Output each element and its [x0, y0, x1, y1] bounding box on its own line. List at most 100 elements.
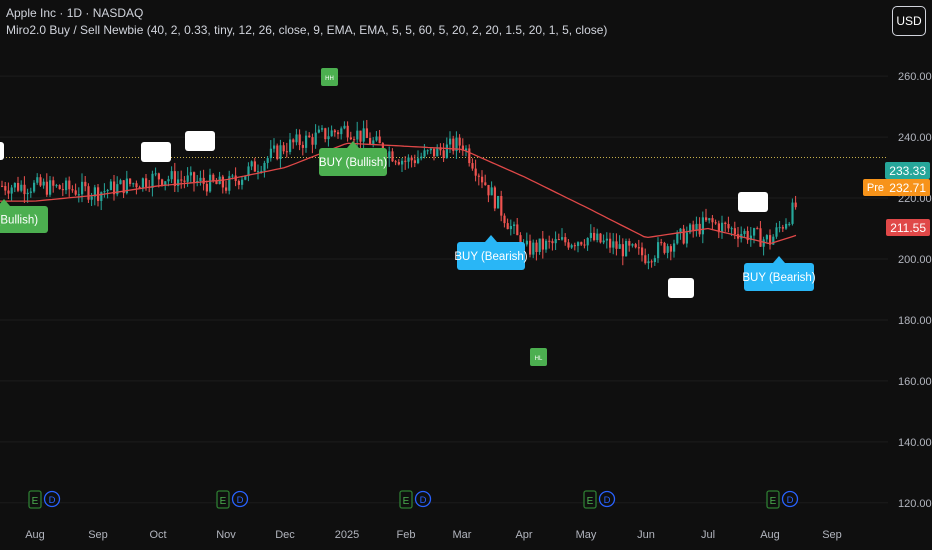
candle-body: [292, 139, 295, 143]
candle-body: [759, 228, 762, 247]
candle-body: [516, 224, 519, 236]
candle-body: [61, 189, 64, 191]
candle-body: [778, 227, 781, 229]
candle-body: [567, 242, 570, 248]
candle-body: [49, 180, 52, 195]
candle-body: [721, 222, 724, 233]
candle-body: [295, 134, 298, 143]
candle-body: [250, 161, 253, 167]
candle-body: [330, 130, 333, 137]
callout-box: [185, 131, 215, 151]
earnings-marker: [28, 490, 42, 509]
candle-body: [644, 255, 647, 264]
candle-body: [733, 228, 736, 235]
candle-body: [237, 180, 240, 185]
candle-body: [193, 172, 196, 183]
candle-body: [631, 244, 634, 246]
x-axis-ticks: Aug Sep Oct Nov Dec 2025 Feb Mar Apr May Jun Jul Aug…: [25, 529, 842, 541]
candle-body: [113, 181, 116, 195]
earnings-marker: [583, 490, 597, 509]
x-tick-label: Aug: [25, 529, 45, 541]
signal-labels: BUY (Bullish) BUY (Bullish) BUY (Bearish) B…: [0, 68, 816, 366]
candle-body: [442, 150, 445, 159]
candle-body: [324, 128, 327, 140]
candle-body: [129, 178, 132, 184]
chart-title: Apple Inc · 1D · NASDAQ: [6, 6, 144, 20]
candle-body: [724, 222, 727, 225]
currency-button[interactable]: USD: [892, 6, 926, 36]
candle-body: [653, 258, 656, 263]
candle-body: [103, 191, 106, 193]
candle-body: [695, 223, 698, 231]
signal-pointer: [485, 235, 497, 242]
candle-body: [317, 129, 320, 133]
candle-body: [26, 192, 29, 195]
candle-body: [781, 227, 784, 229]
candle-body: [769, 235, 772, 245]
candle-body: [205, 183, 208, 192]
candle-body: [241, 179, 244, 185]
earnings-marker: [399, 490, 413, 509]
pre-market-label: Pre: [862, 179, 888, 196]
candle-body: [413, 160, 416, 164]
candle-body: [202, 177, 205, 184]
candle-body: [285, 151, 288, 153]
signal-pointer: [773, 256, 785, 263]
candle-body: [337, 132, 340, 135]
candle-body: [618, 244, 621, 249]
earnings-marker: [766, 490, 780, 509]
candle-body: [484, 182, 487, 186]
candle-body: [465, 148, 468, 151]
y-tick-label: 220.00: [898, 193, 932, 205]
earnings-marker-label: E: [220, 496, 227, 507]
dividend-marker-label: D: [420, 495, 427, 506]
candle-body: [212, 174, 215, 181]
candle-body: [257, 171, 260, 173]
dividend-marker-label: D: [237, 495, 244, 506]
y-tick-label: 120.00: [898, 498, 932, 510]
candle-body: [394, 161, 397, 163]
candle-body: [455, 137, 458, 152]
candle-body: [260, 170, 263, 172]
candle-body: [647, 261, 650, 264]
candle-body: [276, 145, 279, 160]
candle-body: [305, 135, 308, 148]
candle-body: [756, 228, 759, 230]
candle-body: [289, 139, 292, 152]
candle-body: [404, 160, 407, 162]
candle-body: [282, 145, 285, 152]
y-tick-label: 240.00: [898, 132, 932, 144]
candle-body: [525, 240, 528, 245]
candle-body: [538, 238, 541, 252]
candle-body: [125, 178, 128, 194]
candle-body: [580, 242, 583, 245]
candle-body: [186, 175, 189, 182]
candle-body: [673, 243, 676, 252]
dividend-marker: [414, 490, 432, 508]
candle-body: [650, 261, 653, 263]
candle-body: [791, 202, 794, 224]
candle-body: [375, 136, 378, 141]
indicator-legend[interactable]: Miro2.0 Buy / Sell Newbie (40, 2, 0.33, …: [6, 23, 608, 37]
candle-body: [529, 240, 532, 255]
pre-market-price-tag: 232.71: [885, 179, 930, 196]
candle-body: [663, 242, 666, 253]
earnings-marker-label: E: [403, 496, 410, 507]
callout-box: [738, 192, 768, 212]
pivot-label: HH: [325, 76, 334, 82]
candle-body: [743, 230, 746, 234]
candle-body: [548, 240, 551, 242]
earnings-marker-label: E: [32, 496, 39, 507]
candle-body: [401, 160, 404, 165]
candle-body: [551, 241, 554, 244]
candle-body: [177, 179, 180, 186]
candle-body: [436, 147, 439, 157]
pivot-label: HL: [535, 356, 543, 362]
candle-body: [1, 185, 4, 187]
callout-box: [0, 142, 4, 160]
candle-body: [369, 137, 372, 145]
candle-body: [333, 130, 336, 133]
candle-body: [397, 162, 400, 165]
candle-body: [641, 247, 644, 256]
